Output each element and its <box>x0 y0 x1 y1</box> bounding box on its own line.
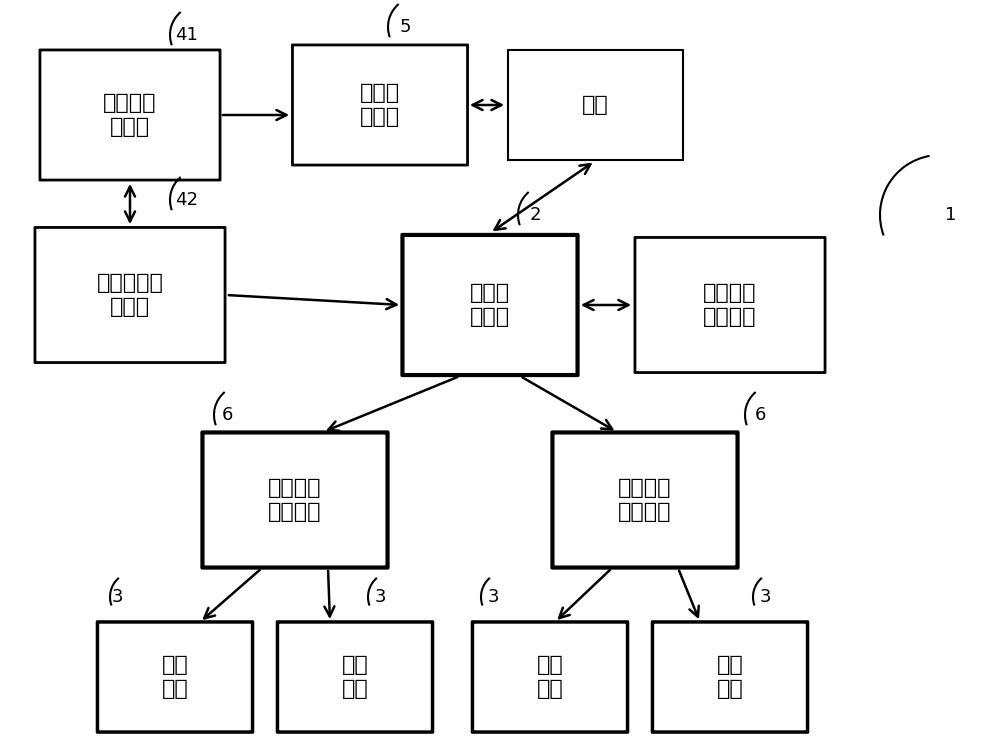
FancyBboxPatch shape <box>292 45 468 165</box>
Text: 量子密钥
生成备: 量子密钥 生成备 <box>103 93 157 136</box>
Text: 终端
设备: 终端 设备 <box>162 656 188 699</box>
Text: 密码机
密钥池: 密码机 密钥池 <box>360 83 400 127</box>
Text: 终端
设备: 终端 设备 <box>342 656 368 699</box>
Text: 分配数量
确定模块: 分配数量 确定模块 <box>703 283 757 326</box>
Text: 量子密钥生
成设备: 量子密钥生 成设备 <box>97 273 163 317</box>
Text: 42: 42 <box>175 191 198 209</box>
FancyBboxPatch shape <box>508 50 682 160</box>
Text: 5: 5 <box>400 18 412 36</box>
FancyBboxPatch shape <box>402 235 578 375</box>
Text: 密钥管
理设备: 密钥管 理设备 <box>470 283 510 326</box>
Text: 3: 3 <box>760 588 772 606</box>
Text: 3: 3 <box>375 588 386 606</box>
FancyBboxPatch shape <box>472 622 628 732</box>
Text: 2: 2 <box>530 206 542 224</box>
FancyBboxPatch shape <box>552 432 738 568</box>
Text: 量子密钥
注入设备: 量子密钥 注入设备 <box>618 478 672 522</box>
Text: 量子密钥
注入设备: 量子密钥 注入设备 <box>268 478 322 522</box>
Text: 3: 3 <box>488 588 500 606</box>
Text: 6: 6 <box>222 406 233 424</box>
FancyBboxPatch shape <box>202 432 388 568</box>
FancyBboxPatch shape <box>652 622 808 732</box>
FancyBboxPatch shape <box>40 50 220 180</box>
Text: 终端
设备: 终端 设备 <box>537 656 563 699</box>
FancyBboxPatch shape <box>277 622 433 732</box>
Text: 41: 41 <box>175 26 198 44</box>
FancyBboxPatch shape <box>35 227 225 363</box>
Text: 3: 3 <box>112 588 124 606</box>
Text: 6: 6 <box>755 406 766 424</box>
FancyBboxPatch shape <box>635 238 825 372</box>
Text: 终端
设备: 终端 设备 <box>717 656 743 699</box>
FancyBboxPatch shape <box>97 622 253 732</box>
Text: 主站: 主站 <box>582 95 608 115</box>
Text: 1: 1 <box>945 206 956 224</box>
